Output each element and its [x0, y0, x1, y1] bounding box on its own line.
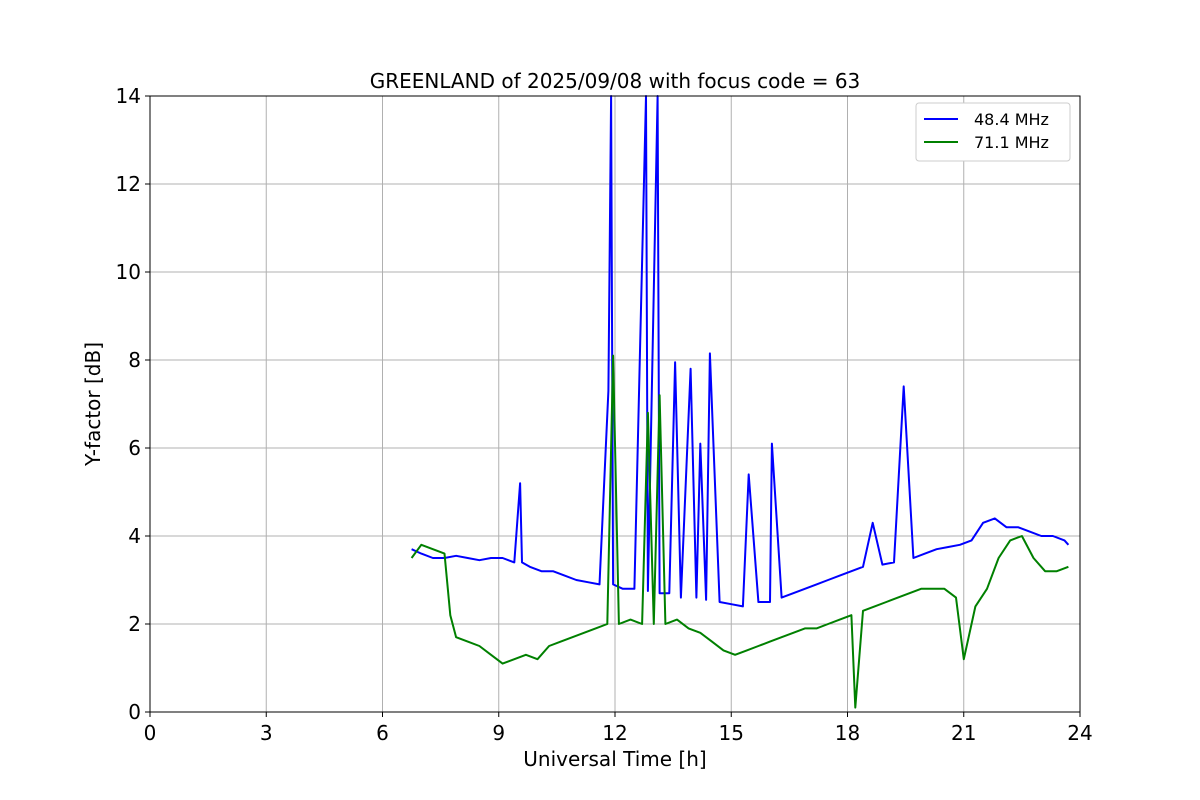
- x-tick-label: 0: [144, 721, 157, 745]
- legend: 48.4 MHz 71.1 MHz: [915, 102, 1071, 162]
- y-tick-label: 10: [116, 260, 141, 284]
- legend-label-0: 48.4 MHz: [974, 110, 1049, 129]
- series-lines: [410, 95, 1070, 709]
- x-axis-ticks: 0 3 6 9 12 15 18 21 24: [144, 712, 1093, 745]
- y-tick-label: 2: [128, 612, 141, 636]
- y-tick-label: 12: [116, 172, 141, 196]
- x-tick-label: 3: [260, 721, 273, 745]
- x-tick-label: 9: [492, 721, 505, 745]
- x-tick-label: 18: [835, 721, 860, 745]
- y-tick-label: 14: [116, 84, 141, 108]
- y-tick-label: 6: [128, 436, 141, 460]
- x-tick-label: 6: [376, 721, 389, 745]
- y-tick-label: 8: [128, 348, 141, 372]
- x-axis-label: Universal Time [h]: [523, 747, 706, 771]
- series-line-0: [411, 95, 1070, 608]
- legend-label-1: 71.1 MHz: [974, 133, 1049, 152]
- y-tick-label: 4: [128, 524, 141, 548]
- chart-title: GREENLAND of 2025/09/08 with focus code …: [370, 69, 861, 93]
- x-tick-label: 15: [719, 721, 744, 745]
- y-tick-label: 0: [128, 700, 141, 724]
- x-tick-label: 21: [951, 721, 976, 745]
- x-tick-label: 12: [602, 721, 627, 745]
- x-tick-label: 24: [1067, 721, 1092, 745]
- legend-box: [915, 102, 1071, 162]
- y-axis-ticks: 0 2 4 6 8 10 12 14: [116, 84, 150, 724]
- series-line-1: [410, 354, 1069, 709]
- y-axis-label: Y-factor [dB]: [81, 342, 105, 467]
